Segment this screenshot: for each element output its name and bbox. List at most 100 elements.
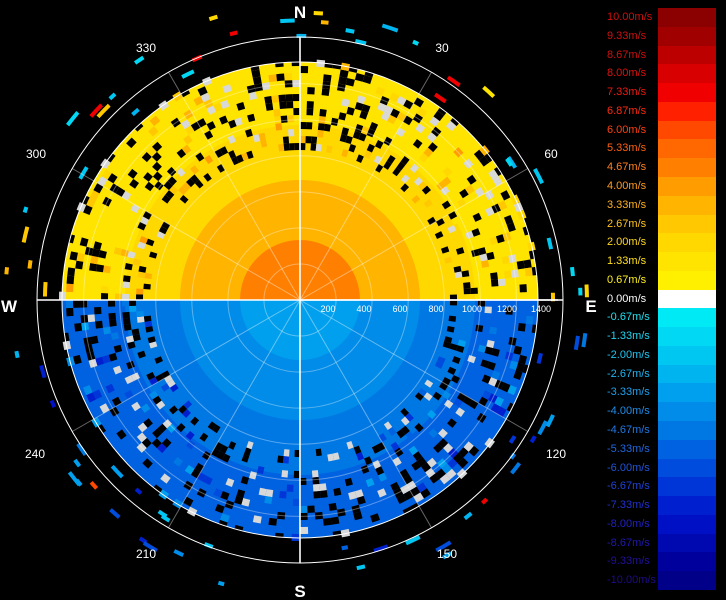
legend-entry: -8.67m/s	[606, 533, 716, 553]
gate-cell	[288, 129, 295, 137]
gate-cell	[352, 130, 361, 140]
gate-cell	[216, 164, 225, 173]
gate-cell	[152, 428, 162, 439]
legend-label: -0.67m/s	[607, 311, 650, 324]
gate-cell	[185, 430, 195, 441]
gate-cell	[147, 336, 156, 344]
gate-cell	[354, 72, 365, 82]
gate-cell	[164, 467, 175, 478]
gate-cell	[292, 80, 300, 88]
legend-swatch	[658, 176, 716, 196]
gate-cell	[111, 396, 122, 407]
gate-cell	[176, 423, 186, 433]
gate-cell	[186, 178, 195, 188]
gate-cell	[219, 115, 229, 125]
gate-cell	[265, 138, 273, 147]
gate-cell	[507, 385, 517, 396]
gate-cell	[490, 403, 501, 414]
gate-cell	[506, 222, 516, 233]
legend-entry: 4.67m/s	[606, 158, 716, 177]
gate-cell	[300, 526, 309, 534]
outer-gate-cell	[536, 352, 543, 365]
gate-cell	[72, 354, 82, 365]
gate-cell	[467, 355, 476, 364]
gate-cell	[497, 278, 506, 287]
gate-cell	[102, 326, 111, 335]
gate-cell	[183, 109, 194, 120]
gate-cell	[400, 416, 410, 426]
legend-swatch	[658, 195, 716, 215]
gate-cell	[300, 66, 309, 74]
legend-label: -8.67m/s	[607, 536, 650, 549]
outer-gate-cell	[412, 39, 420, 46]
gate-cell	[142, 458, 153, 469]
gate-cell	[468, 399, 479, 410]
gate-cell	[448, 315, 457, 322]
gate-cell	[152, 161, 162, 172]
legend-swatch	[658, 496, 716, 515]
gate-cell	[481, 390, 492, 400]
legend-swatch	[658, 402, 716, 422]
gate-cell	[116, 429, 127, 440]
gate-cell	[274, 532, 284, 541]
gate-cell	[494, 396, 505, 407]
gate-cell	[129, 305, 137, 312]
gate-cell	[459, 188, 469, 199]
gate-cell	[102, 196, 112, 207]
outer-gate-cell	[480, 497, 489, 505]
gate-cell	[172, 409, 183, 419]
radial-line	[168, 299, 301, 529]
gate-cell	[73, 300, 81, 308]
range-tick-400: 400	[356, 304, 371, 314]
gate-cell	[195, 152, 205, 162]
gate-cell	[437, 356, 446, 364]
gate-cell	[463, 441, 474, 452]
legend-swatch	[658, 308, 716, 328]
gate-cell	[491, 203, 501, 214]
outer-gate-cell	[181, 69, 195, 79]
gate-cell	[484, 306, 492, 314]
legend-label: -3.33m/s	[607, 386, 650, 399]
gate-cell	[432, 391, 442, 401]
gate-cell	[444, 256, 453, 264]
legend-swatch	[658, 533, 716, 553]
gate-cell	[408, 445, 419, 456]
gate-cell	[423, 199, 433, 208]
range-tick-200: 200	[320, 304, 335, 314]
legend-entry: -8.00m/s	[606, 514, 716, 534]
legend-entry: 0.67m/s	[606, 270, 716, 290]
gate-cell	[424, 379, 434, 388]
legend-label: -9.33m/s	[607, 555, 650, 568]
gate-cell	[377, 488, 387, 498]
gate-cell	[383, 136, 393, 146]
gate-cell	[364, 68, 375, 78]
gate-cell	[516, 260, 525, 270]
legend-entry: -2.67m/s	[606, 364, 716, 384]
gate-cell	[169, 383, 179, 393]
gate-cell	[292, 94, 300, 102]
gate-cell	[527, 241, 536, 252]
outer-gate-cell	[354, 38, 367, 46]
gate-cell	[409, 163, 420, 173]
gate-cell	[214, 503, 225, 514]
gate-cell	[228, 441, 237, 450]
gate-cell	[345, 77, 355, 87]
legend-entry: 7.33m/s	[606, 83, 716, 102]
gate-cell	[396, 111, 407, 122]
gate-cell	[360, 465, 370, 474]
gate-cell	[101, 354, 111, 364]
gate-cell	[513, 345, 523, 355]
legend-swatch	[658, 514, 716, 534]
gate-cell	[190, 183, 200, 193]
gate-cell	[265, 102, 274, 111]
radial-line	[299, 299, 432, 529]
legend-swatch	[658, 439, 716, 459]
gate-cell	[264, 96, 273, 105]
gate-cell	[396, 95, 407, 106]
gate-cell	[333, 487, 342, 496]
gate-cell	[233, 524, 244, 534]
gate-cell	[166, 166, 177, 177]
gate-cell	[86, 392, 96, 403]
gate-cell	[428, 428, 439, 439]
gate-cell	[455, 407, 465, 417]
